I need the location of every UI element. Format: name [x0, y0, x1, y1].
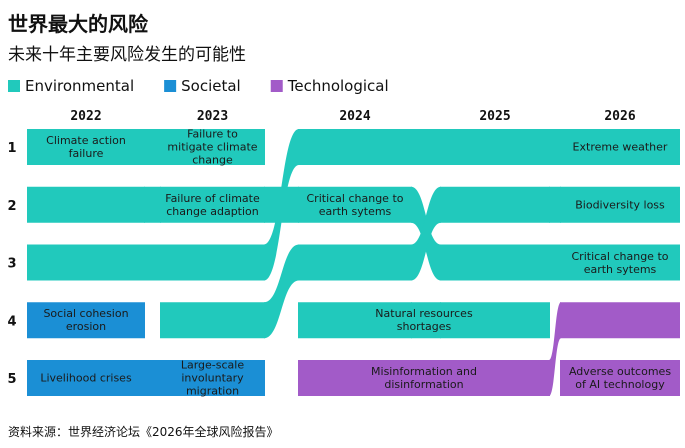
band-cell: [27, 302, 145, 339]
x-tick-label: 2022: [70, 109, 101, 124]
band-connector: [549, 129, 561, 165]
source: 资料来源：世界经济论坛《2026年全球风险报告》: [8, 425, 279, 439]
legend-label: Societal: [181, 77, 241, 95]
band-label: Livelihood crises: [40, 371, 132, 385]
band-cell: [27, 186, 145, 223]
band-label: Natural resources shortages: [375, 307, 473, 334]
legend-swatch: [270, 80, 283, 92]
y-tick-label: 4: [7, 314, 16, 329]
band-cell: [560, 244, 680, 281]
band-cell: [298, 302, 412, 339]
y-tick-label: 1: [7, 141, 16, 156]
band-cell: [298, 360, 412, 396]
band-cell: [440, 186, 550, 223]
band-label: Large-scale involuntary migration: [180, 358, 245, 398]
band-connector: [549, 244, 561, 281]
y-tick-label: 3: [7, 257, 16, 272]
band-label: Climate action failure: [46, 134, 126, 160]
band-cell: [440, 129, 550, 165]
band-cell: [298, 186, 412, 223]
band-cell: [160, 360, 265, 396]
legend-swatch: [164, 80, 177, 92]
band-connector: [411, 302, 441, 339]
legend-swatch: [8, 80, 20, 92]
band-cell: [440, 302, 550, 339]
legend-label: Environmental: [25, 77, 134, 95]
band-cell: [440, 244, 550, 281]
band-cell: [160, 244, 265, 281]
band-connector: [411, 360, 441, 396]
band-cell: [298, 129, 412, 165]
band-label: Critical change to earth sytems: [306, 191, 404, 218]
band-cell: [160, 186, 265, 223]
band-connector: [264, 186, 299, 223]
band-label: Extreme weather: [572, 140, 668, 154]
chart-title: 世界最大的风险: [8, 12, 148, 36]
band-cell: [298, 244, 412, 281]
band-connector: [144, 244, 161, 281]
band-cell: [560, 186, 680, 223]
band-label: Adverse outcomes of AI technology: [568, 365, 672, 391]
band-label: Misinformation and disinformation: [371, 365, 477, 391]
band-connector: [411, 186, 441, 281]
x-tick-label: 2025: [479, 109, 510, 124]
band-connector: [144, 129, 161, 165]
x-tick-label: 2023: [197, 109, 228, 124]
band-label: Social cohesion erosion: [43, 307, 129, 334]
y-tick-label: 2: [7, 199, 16, 214]
band-cell: [560, 129, 680, 165]
band-connector: [264, 244, 299, 339]
y-tick-label: 5: [7, 372, 16, 387]
chart-subtitle: 未来十年主要风险发生的可能性: [8, 45, 246, 65]
band-cell: [560, 360, 680, 396]
x-tick-label: 2026: [604, 109, 635, 124]
legend-label: Technological: [287, 77, 389, 95]
band-connector: [549, 302, 561, 396]
band-cell: [27, 244, 145, 281]
band-connector: [411, 129, 441, 165]
band-connector: [549, 186, 561, 223]
band-cell: [27, 360, 145, 396]
band-cell: [440, 360, 550, 396]
band-cell: [160, 129, 265, 165]
band-cell: [560, 302, 680, 339]
band-label: Critical change to earth sytems: [571, 249, 669, 276]
band-label: Failure of climate change adaption: [165, 191, 260, 218]
band-label: Biodiversity loss: [575, 198, 665, 212]
band-cell: [27, 129, 145, 165]
band-label: Failure to mitigate climate change: [167, 127, 258, 167]
x-tick-label: 2024: [339, 109, 370, 124]
band-cell: [160, 302, 265, 339]
band-connector: [144, 186, 161, 223]
band-connector: [144, 360, 161, 396]
